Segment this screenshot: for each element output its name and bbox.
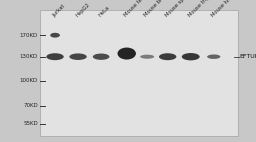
Text: 130KD: 130KD xyxy=(20,54,38,59)
Ellipse shape xyxy=(69,53,87,60)
Text: HepG2: HepG2 xyxy=(74,1,91,17)
Ellipse shape xyxy=(46,53,64,60)
Text: 100KD: 100KD xyxy=(20,78,38,83)
Ellipse shape xyxy=(118,48,136,59)
Ellipse shape xyxy=(140,55,154,59)
Text: Mouse spleen: Mouse spleen xyxy=(164,0,193,17)
Ellipse shape xyxy=(159,53,176,60)
Text: Mouse testis: Mouse testis xyxy=(123,0,150,17)
Ellipse shape xyxy=(93,54,110,60)
Text: EFTUD2: EFTUD2 xyxy=(239,54,256,59)
Text: 55KD: 55KD xyxy=(23,121,38,126)
Text: HeLa: HeLa xyxy=(98,5,111,17)
Text: Jurkat: Jurkat xyxy=(51,3,66,17)
Text: Mouse thymus: Mouse thymus xyxy=(187,0,218,17)
Bar xyxy=(40,10,238,136)
Text: Mouse brain: Mouse brain xyxy=(144,0,170,17)
Text: 70KD: 70KD xyxy=(23,104,38,108)
Ellipse shape xyxy=(207,55,220,59)
Text: 170KD: 170KD xyxy=(20,33,38,38)
Ellipse shape xyxy=(50,33,60,38)
Text: Mouse lung: Mouse lung xyxy=(210,0,235,17)
Ellipse shape xyxy=(182,53,200,60)
